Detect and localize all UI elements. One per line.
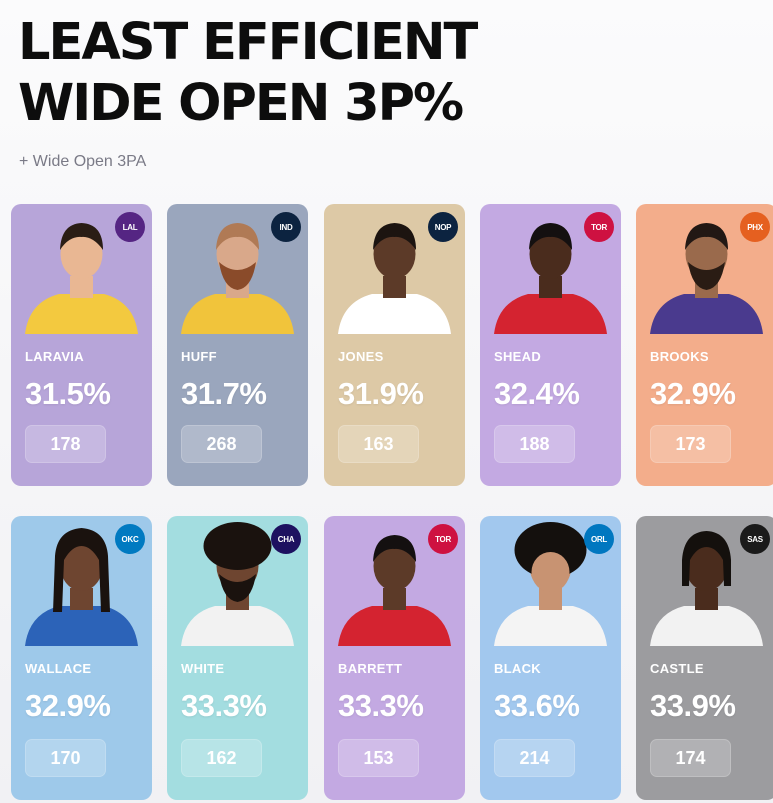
player-photo (324, 204, 465, 334)
wide-open-3p-pct: 31.7% (181, 376, 267, 411)
player-card-castle: SAS CASTLE 33.9% 174 (636, 516, 773, 800)
wide-open-3pa: 153 (338, 739, 419, 777)
wide-open-3pa: 170 (25, 739, 106, 777)
player-name: WHITE (181, 661, 225, 676)
wide-open-3pa: 178 (25, 425, 106, 463)
wide-open-3p-pct: 33.9% (650, 688, 736, 723)
lakers-logo-icon: LAL (115, 212, 145, 242)
wide-open-3p-pct: 33.3% (181, 688, 267, 723)
player-name: SHEAD (494, 349, 542, 364)
page-title: LEAST EFFICIENT WIDE OPEN 3P% (18, 12, 478, 134)
player-card-shead: TOR SHEAD 32.4% 188 (480, 204, 621, 486)
player-name: LARAVIA (25, 349, 84, 364)
wide-open-3pa: 214 (494, 739, 575, 777)
player-card-wallace: OKC WALLACE 32.9% 170 (11, 516, 152, 800)
wide-open-3p-pct: 32.9% (25, 688, 111, 723)
player-name: BROOKS (650, 349, 709, 364)
player-card-huff: IND HUFF 31.7% 268 (167, 204, 308, 486)
wide-open-3pa: 268 (181, 425, 262, 463)
player-card-black: ORL BLACK 33.6% 214 (480, 516, 621, 800)
wide-open-3pa: 173 (650, 425, 731, 463)
wide-open-3p-pct: 33.6% (494, 688, 580, 723)
player-photo (480, 516, 621, 646)
hornets-logo-icon: CHA (271, 524, 301, 554)
wide-open-3p-pct: 31.5% (25, 376, 111, 411)
player-photo (167, 204, 308, 334)
player-card-white: CHA WHITE 33.3% 162 (167, 516, 308, 800)
title-line-2: WIDE OPEN 3P% (18, 74, 464, 133)
wide-open-3p-pct: 32.9% (650, 376, 736, 411)
thunder-logo-icon: OKC (115, 524, 145, 554)
suns-logo-icon: PHX (740, 212, 770, 242)
subtitle: + Wide Open 3PA (19, 153, 147, 170)
player-name: CASTLE (650, 661, 704, 676)
title-line-1: LEAST EFFICIENT (18, 13, 478, 72)
wide-open-3pa: 174 (650, 739, 731, 777)
player-name: WALLACE (25, 661, 92, 676)
pacers-logo-icon: IND (271, 212, 301, 242)
player-photo (11, 204, 152, 334)
player-photo (167, 516, 308, 646)
wide-open-3pa: 162 (181, 739, 262, 777)
spurs-logo-icon: SAS (740, 524, 770, 554)
wide-open-3p-pct: 32.4% (494, 376, 580, 411)
wide-open-3p-pct: 33.3% (338, 688, 424, 723)
player-photo (480, 204, 621, 334)
player-name: JONES (338, 349, 384, 364)
player-name: BARRETT (338, 661, 403, 676)
wide-open-3pa: 188 (494, 425, 575, 463)
player-card-laravia: LAL LARAVIA 31.5% 178 (11, 204, 152, 486)
player-photo (11, 516, 152, 646)
player-name: BLACK (494, 661, 541, 676)
player-photo (636, 204, 773, 334)
wide-open-3p-pct: 31.9% (338, 376, 424, 411)
player-name: HUFF (181, 349, 217, 364)
wide-open-3pa: 163 (338, 425, 419, 463)
player-card-jones: NOP JONES 31.9% 163 (324, 204, 465, 486)
raptors-logo-icon: TOR (584, 212, 614, 242)
raptors-logo-icon: TOR (428, 524, 458, 554)
player-photo (636, 516, 773, 646)
player-card-brooks: PHX BROOKS 32.9% 173 (636, 204, 773, 486)
player-card-barrett: TOR BARRETT 33.3% 153 (324, 516, 465, 800)
player-photo (324, 516, 465, 646)
pelicans-logo-icon: NOP (428, 212, 458, 242)
magic-logo-icon: ORL (584, 524, 614, 554)
